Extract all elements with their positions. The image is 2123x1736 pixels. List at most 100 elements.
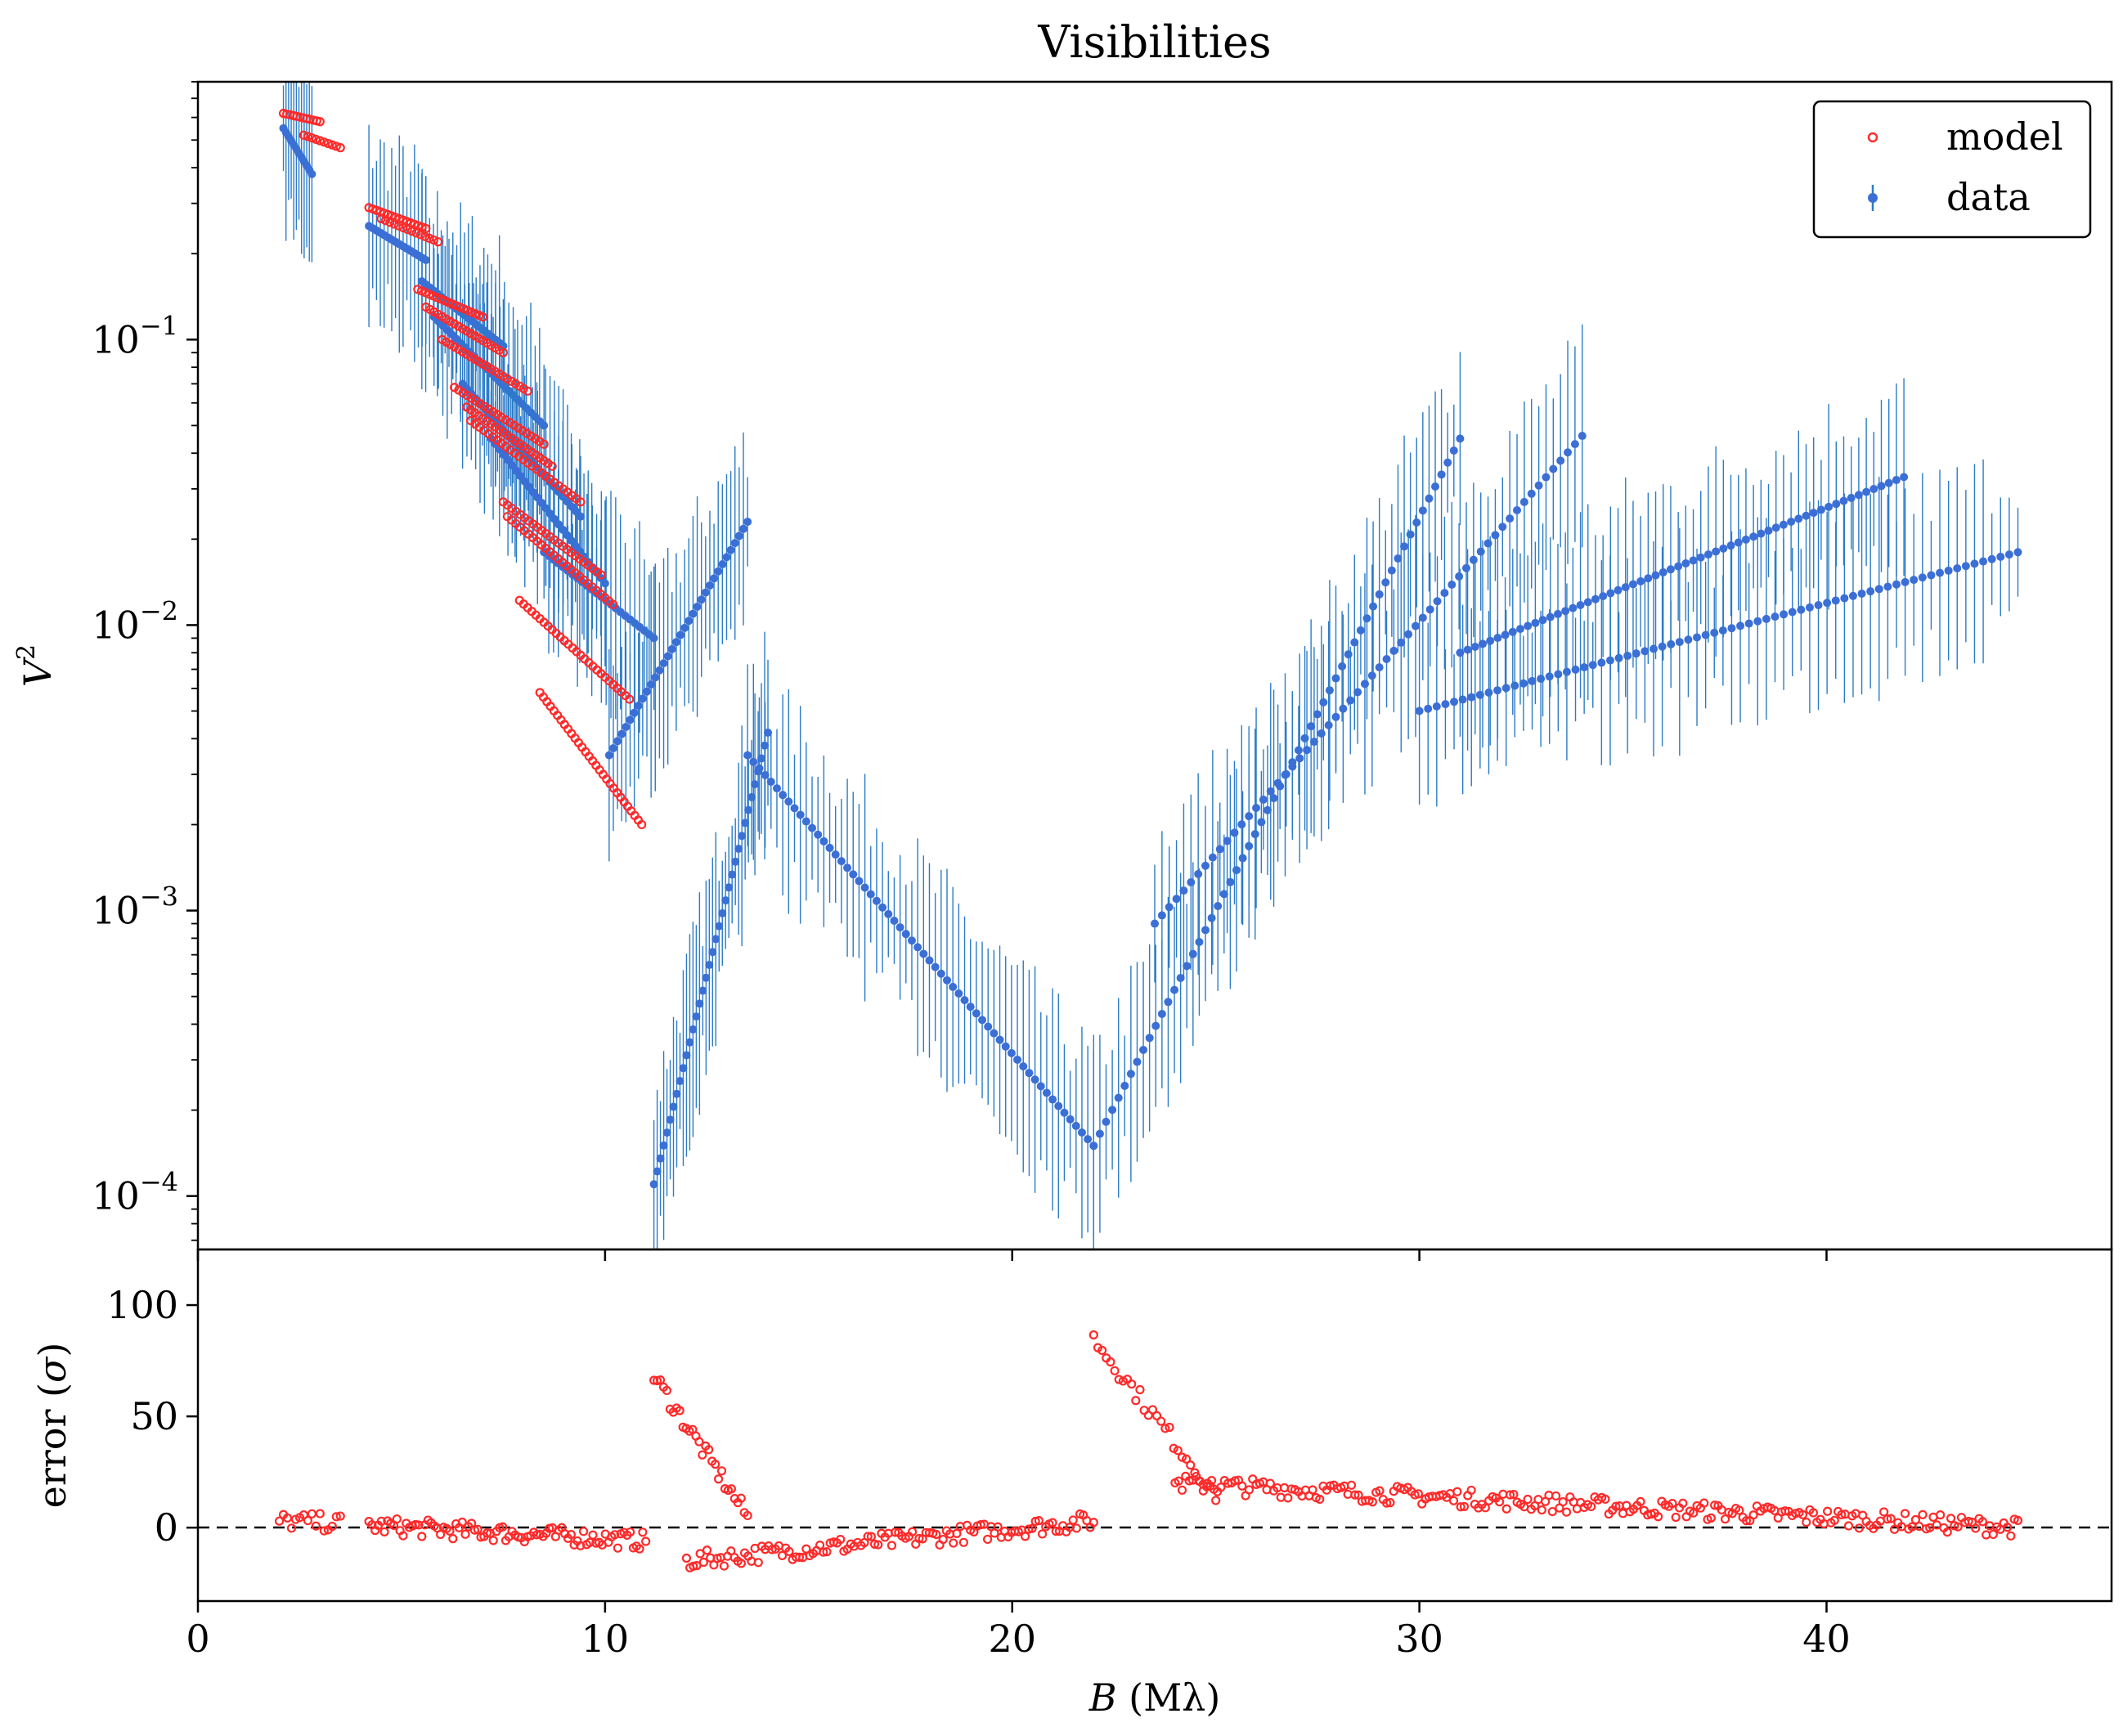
data-point xyxy=(1476,547,1485,556)
data-point xyxy=(1936,568,1945,577)
residual-point xyxy=(1942,1527,1952,1537)
data-point xyxy=(966,1003,975,1012)
data-point xyxy=(1281,770,1290,779)
data-point xyxy=(1344,650,1353,659)
data-point xyxy=(831,850,840,859)
data-point xyxy=(604,751,613,760)
data-point xyxy=(1381,578,1390,587)
data-point xyxy=(662,1128,671,1137)
data-point xyxy=(1176,973,1185,982)
data-point xyxy=(734,844,743,853)
data-point xyxy=(907,936,916,945)
data-point xyxy=(1674,562,1683,571)
data-point xyxy=(1382,655,1391,664)
data-point xyxy=(1508,627,1517,636)
data-point xyxy=(730,539,739,548)
residual-point xyxy=(713,1474,724,1484)
data-point xyxy=(1696,553,1705,562)
residual-point xyxy=(836,1534,846,1545)
residual-point xyxy=(1720,1514,1730,1524)
data-point xyxy=(708,948,717,957)
data-point xyxy=(726,545,735,554)
residual-point xyxy=(1636,1496,1645,1507)
data-point xyxy=(725,883,734,892)
data-point xyxy=(1883,582,1892,591)
data-point xyxy=(695,999,704,1008)
data-point xyxy=(1736,621,1745,630)
data-point xyxy=(978,1016,987,1025)
data-point xyxy=(689,1025,698,1034)
residual-point xyxy=(662,1385,672,1396)
data-point xyxy=(1583,598,1592,607)
data-point xyxy=(1102,1117,1111,1126)
data-point xyxy=(1712,547,1721,556)
data-point xyxy=(1506,514,1515,523)
model-point xyxy=(315,136,325,146)
residual-point xyxy=(1114,1375,1124,1384)
residual-point xyxy=(1988,1529,1998,1540)
residual-point xyxy=(702,1545,712,1555)
data-point xyxy=(1588,661,1597,670)
data-point xyxy=(1030,1075,1039,1084)
data-point xyxy=(1866,587,1875,596)
data-point xyxy=(1794,514,1803,523)
data-point xyxy=(1534,481,1543,490)
data-point xyxy=(1250,830,1259,839)
data-point xyxy=(634,702,643,711)
residual-point xyxy=(1283,1493,1293,1503)
residual-point xyxy=(1160,1424,1170,1433)
residual-point xyxy=(1375,1486,1385,1496)
residual-point xyxy=(398,1531,408,1541)
data-point xyxy=(1294,746,1303,755)
residual-y-tick-label: 100 xyxy=(106,1283,178,1327)
data-point xyxy=(1927,571,1936,580)
data-point xyxy=(843,864,852,872)
residual-point xyxy=(726,1484,736,1494)
data-point xyxy=(1797,605,1806,614)
residual-point xyxy=(1710,1500,1720,1510)
residual-point xyxy=(976,1519,985,1530)
data-point xyxy=(1387,566,1396,575)
model-point xyxy=(433,237,443,247)
data-point xyxy=(1553,609,1562,618)
residual-point xyxy=(1823,1506,1833,1516)
data-point xyxy=(1183,962,1192,971)
residual-point xyxy=(331,1512,341,1522)
data-point xyxy=(1996,552,2005,561)
visibility-panel: 10−1 10−2 10−3 10−4 V2 xyxy=(12,80,2113,1251)
x-label-variable: B xyxy=(1088,1675,1117,1720)
residual-point xyxy=(1237,1481,1247,1491)
y-label-superscript: 2 xyxy=(12,644,41,660)
data-point xyxy=(1295,754,1304,763)
data-point xyxy=(1719,544,1728,553)
model-point xyxy=(389,219,399,229)
model-point xyxy=(315,117,325,127)
residual-point xyxy=(286,1523,297,1533)
residual-point xyxy=(1900,1509,1910,1518)
data-point xyxy=(790,804,799,813)
residual-point xyxy=(1654,1512,1663,1522)
data-point xyxy=(728,870,737,879)
data-point xyxy=(672,1089,681,1098)
model-point xyxy=(523,386,532,396)
residual-point xyxy=(891,1527,900,1537)
data-point xyxy=(1257,818,1266,827)
residual-point xyxy=(931,1529,941,1540)
residual-point xyxy=(1265,1478,1275,1488)
residual-point xyxy=(958,1537,968,1547)
data-point xyxy=(755,764,764,773)
residual-point xyxy=(1027,1523,1037,1533)
data-point xyxy=(1007,1048,1016,1057)
data-point xyxy=(1561,607,1570,616)
data-point xyxy=(721,896,730,905)
data-point xyxy=(837,857,846,866)
residual-point xyxy=(1918,1509,1928,1519)
data-point xyxy=(1832,500,1841,509)
residual-point xyxy=(1977,1517,1987,1527)
data-point xyxy=(656,1154,665,1163)
residual-points xyxy=(274,1330,2023,1572)
residual-point xyxy=(1051,1526,1061,1536)
data-point xyxy=(1350,638,1359,647)
data-point xyxy=(1545,672,1554,681)
data-point xyxy=(1418,506,1427,515)
